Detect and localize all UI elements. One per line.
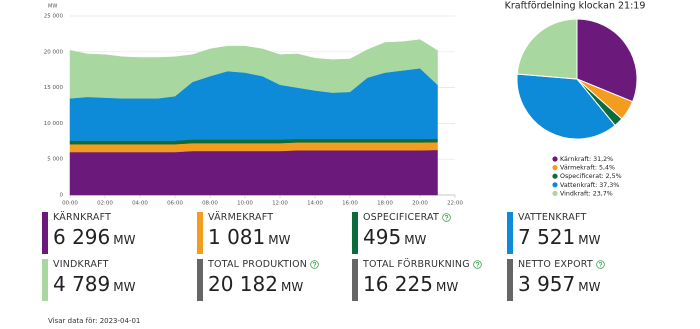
legend-dot bbox=[552, 156, 558, 162]
y-tick-label: 25 000 bbox=[44, 14, 64, 20]
stat-label-text: VÄRMEKRAFT bbox=[208, 212, 274, 223]
stat-unit: MW bbox=[113, 233, 136, 247]
x-tick-label: 20:00 bbox=[412, 201, 428, 207]
info-icon[interactable] bbox=[596, 260, 605, 269]
x-tick-label: 22:00 bbox=[447, 201, 463, 207]
stat-unit: MW bbox=[280, 280, 304, 294]
stat-number: 6 296 bbox=[53, 225, 111, 249]
x-tick-label: 06:00 bbox=[167, 201, 183, 207]
stat-label: NETTO EXPORT bbox=[518, 259, 658, 270]
legend-label: Kärnkraft: 31,2% bbox=[560, 156, 613, 163]
x-tick-label: 18:00 bbox=[377, 201, 393, 207]
stat-unit: MW bbox=[268, 233, 291, 247]
stat-label-text: VATTENKRAFT bbox=[518, 212, 587, 223]
y-tick-label: 10 000 bbox=[44, 121, 64, 127]
x-tick-label: 04:00 bbox=[132, 201, 148, 207]
footer: Visar data för: 2023-04-01 bbox=[48, 317, 141, 325]
stat-value: 6 296 MW bbox=[53, 225, 193, 249]
stat-label-text: KÄRNKRAFT bbox=[53, 212, 112, 223]
legend-dot bbox=[552, 190, 558, 196]
stat-label-text: TOTAL PRODUKTION bbox=[208, 259, 308, 270]
area bbox=[69, 149, 438, 196]
stat-unit: MW bbox=[578, 280, 601, 294]
stat-card: KÄRNKRAFT 6 296 MW bbox=[42, 212, 193, 254]
legend-label: Vattenkraft: 37,3% bbox=[560, 182, 619, 189]
info-icon[interactable] bbox=[442, 213, 451, 222]
legend-label: Värmekraft: 5,4% bbox=[560, 165, 615, 172]
y-tick-label: 15 000 bbox=[44, 85, 64, 91]
info-icon[interactable] bbox=[473, 260, 482, 269]
stat-value: 4 789 MW bbox=[53, 272, 193, 296]
color-bar bbox=[507, 212, 513, 254]
x-tick-label: 14:00 bbox=[307, 201, 323, 207]
stat-card: VATTENKRAFT 7 521 MW bbox=[507, 212, 658, 254]
pie-title: Kraftfördelning klockan 21:19 bbox=[505, 1, 646, 12]
legend-label: Vindkraft: 23,7% bbox=[560, 190, 613, 197]
legend-dot bbox=[552, 165, 558, 171]
x-tick-label: 08:00 bbox=[202, 201, 218, 207]
y-tick-label: 20 000 bbox=[44, 49, 64, 55]
stat-label: TOTAL FÖRBRUKNING bbox=[363, 259, 503, 270]
info-icon[interactable] bbox=[310, 260, 319, 269]
color-bar bbox=[197, 259, 203, 301]
stat-label: TOTAL PRODUKTION bbox=[208, 259, 348, 270]
pie-slice bbox=[576, 18, 638, 103]
stat-value: 1 081 MW bbox=[208, 225, 348, 249]
x-tick-label: 16:00 bbox=[342, 201, 358, 207]
stat-value: 7 521 MW bbox=[518, 225, 658, 249]
stat-label-text: NETTO EXPORT bbox=[518, 259, 593, 270]
stat-label: VÄRMEKRAFT bbox=[208, 212, 348, 223]
stat-card: VÄRMEKRAFT 1 081 MW bbox=[197, 212, 348, 254]
stat-label-text: TOTAL FÖRBRUKNING bbox=[363, 259, 470, 270]
color-bar bbox=[507, 259, 513, 301]
stat-label: VINDKRAFT bbox=[53, 259, 193, 270]
stat-number: 495 bbox=[363, 225, 402, 249]
pie-slice bbox=[516, 18, 578, 80]
stat-number: 4 789 bbox=[53, 272, 111, 296]
stat-card: VINDKRAFT 4 789 MW bbox=[42, 259, 193, 301]
stat-unit: MW bbox=[578, 233, 601, 247]
stat-number: 7 521 bbox=[518, 225, 576, 249]
stat-number: 3 957 bbox=[518, 272, 576, 296]
stat-unit: MW bbox=[404, 233, 427, 247]
color-bar bbox=[352, 259, 358, 301]
legend-label: Ospecificerat: 2,5% bbox=[560, 173, 622, 180]
legend-dot bbox=[552, 173, 558, 179]
y-tick-label: 0 bbox=[60, 193, 64, 199]
stat-value: 3 957 MW bbox=[518, 272, 658, 296]
stat-value: 20 182 MW bbox=[208, 272, 348, 296]
stat-label: KÄRNKRAFT bbox=[53, 212, 193, 223]
stat-label: OSPECIFICERAT bbox=[363, 212, 503, 223]
y-unit-label: MW bbox=[48, 4, 57, 10]
y-tick-label: 5 000 bbox=[47, 157, 63, 163]
color-bar bbox=[197, 212, 203, 254]
color-bar bbox=[352, 212, 358, 254]
stat-number: 20 182 bbox=[208, 272, 278, 296]
x-tick-label: 00:00 bbox=[62, 201, 78, 207]
x-tick-label: 02:00 bbox=[97, 201, 113, 207]
stat-label-text: OSPECIFICERAT bbox=[363, 212, 439, 223]
stat-number: 16 225 bbox=[363, 272, 433, 296]
stat-value: 16 225 MW bbox=[363, 272, 503, 296]
stat-card: NETTO EXPORT 3 957 MW bbox=[507, 259, 658, 301]
stat-card: TOTAL PRODUKTION 20 182 MW bbox=[197, 259, 348, 301]
stat-card: TOTAL FÖRBRUKNING 16 225 MW bbox=[352, 259, 503, 301]
stat-label-text: VINDKRAFT bbox=[53, 259, 109, 270]
stat-card: OSPECIFICERAT 495 MW bbox=[352, 212, 503, 254]
stat-number: 1 081 bbox=[208, 225, 266, 249]
stat-value: 495 MW bbox=[363, 225, 503, 249]
x-tick-label: 10:00 bbox=[237, 201, 253, 207]
area bbox=[69, 39, 438, 99]
x-tick-label: 12:00 bbox=[272, 201, 288, 207]
legend-dot bbox=[552, 182, 558, 188]
stat-unit: MW bbox=[113, 280, 136, 294]
stat-unit: MW bbox=[435, 280, 459, 294]
color-bar bbox=[42, 259, 48, 301]
stat-label: VATTENKRAFT bbox=[518, 212, 658, 223]
pie-slice bbox=[516, 73, 616, 140]
color-bar bbox=[42, 212, 48, 254]
